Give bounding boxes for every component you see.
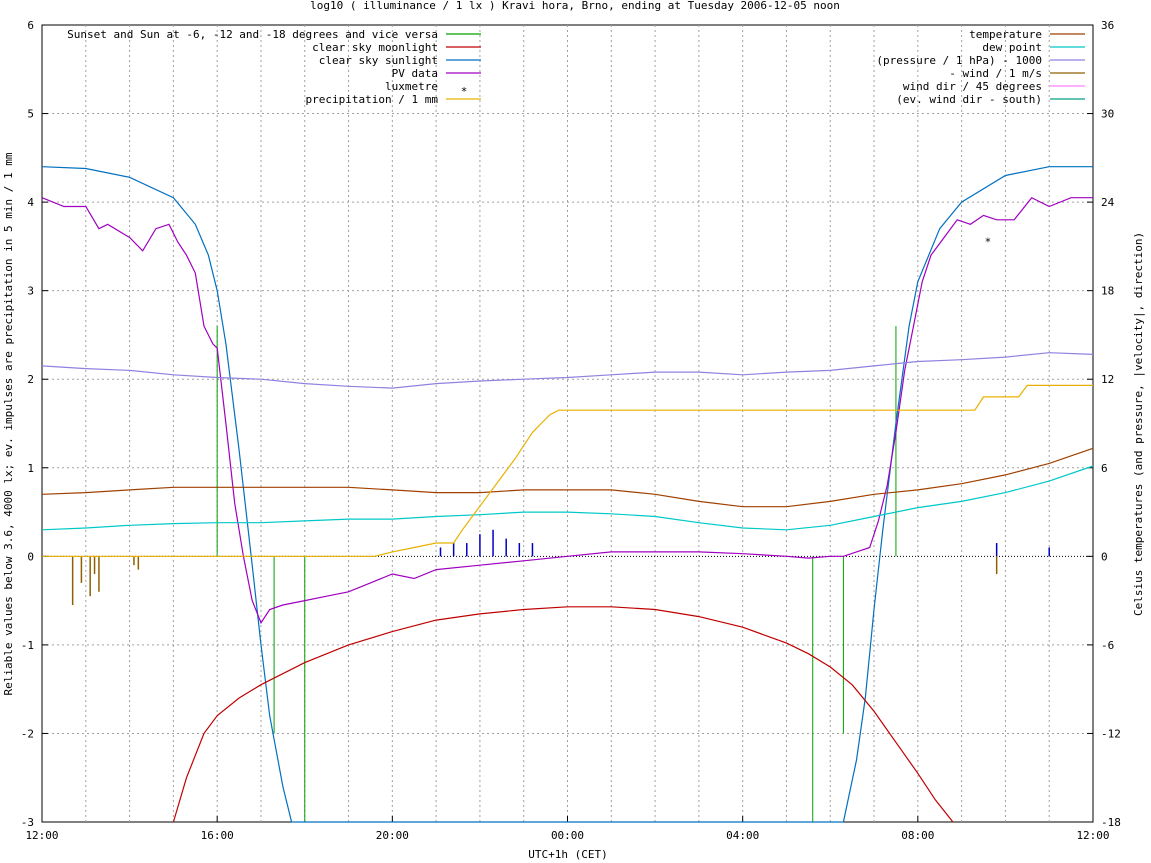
luxmetre-points: * (985, 236, 992, 249)
y2-tick-label: 30 (1101, 108, 1114, 121)
legend-label: - wind / 1 m/s (949, 67, 1042, 80)
y2-tick-label: 18 (1101, 285, 1114, 298)
y2-tick-label: -6 (1101, 639, 1114, 652)
y2-tick-label: 0 (1101, 550, 1108, 563)
y2-tick-label: 6 (1101, 462, 1108, 475)
x-tick-label: 08:00 (901, 829, 934, 842)
axis-ticks: 12:00 16:00 20:00 00:00 04:00 08:00 12:00-3-2-… (21, 19, 1121, 842)
y-tick-label: 4 (27, 196, 34, 209)
series-line-clear-sky-moonlight (172, 606, 954, 823)
luxmetre-point: * (985, 236, 992, 249)
y-tick-label: -3 (21, 816, 34, 829)
legend-label: (ev. wind dir - south) (896, 93, 1042, 106)
legend-label: wind dir / 45 degrees (903, 80, 1042, 93)
y2-axis-label: Celsius temperatures (and pressure, |vel… (1132, 232, 1145, 616)
legend: Sunset and Sun at -6, -12 and -18 degree… (67, 28, 1085, 106)
x-tick-label: 16:00 (201, 829, 234, 842)
y2-tick-label: 36 (1101, 19, 1114, 32)
x-tick-label: 12:00 (25, 829, 58, 842)
y2-tick-label: 24 (1101, 196, 1115, 209)
legend-label: dew point (982, 41, 1042, 54)
y-tick-label: 1 (27, 462, 34, 475)
series-line-precipitation-1-mm (42, 384, 1093, 557)
legend-marker: * (461, 85, 468, 98)
y-tick-label: -1 (21, 639, 34, 652)
y-tick-label: 0 (27, 550, 34, 563)
chart-title: log10 ( illuminance / 1 lx ) Kravi hora,… (310, 0, 840, 12)
series-line-dew-point (41, 465, 1094, 531)
series-line-temperature (41, 447, 1094, 508)
series-line-pv-data (41, 196, 1093, 625)
series-line-pressure-1-hpa-1000 (41, 352, 1094, 389)
x-tick-label: 04:00 (726, 829, 759, 842)
x-tick-label: 12:00 (1076, 829, 1109, 842)
y-tick-label: 6 (27, 19, 34, 32)
y2-tick-label: 12 (1101, 373, 1114, 386)
legend-label: luxmetre (385, 80, 438, 93)
legend-label: clear sky moonlight (312, 41, 438, 54)
legend-label: (pressure / 1 hPa) - 1000 (876, 54, 1042, 67)
series-lines (41, 166, 1094, 823)
x-tick-label: 00:00 (551, 829, 584, 842)
x-tick-label: 20:00 (376, 829, 409, 842)
y-tick-label: 2 (27, 373, 34, 386)
y-tick-label: 5 (27, 108, 34, 121)
legend-label: PV data (392, 67, 438, 80)
y2-tick-label: -18 (1101, 816, 1121, 829)
legend-label: clear sky sunlight (319, 54, 438, 67)
legend-label: Sunset and Sun at -6, -12 and -18 degree… (67, 28, 438, 41)
y-axis-label: Reliable values below 3.6, 4000 lx; ev. … (2, 152, 15, 695)
series-line-clear-sky-sunlight (41, 166, 1093, 823)
legend-label: temperature (969, 28, 1042, 41)
chart-title-group: log10 ( illuminance / 1 lx ) Kravi hora,… (310, 0, 840, 12)
x-axis-label: UTC+1h (CET) (528, 848, 607, 861)
y2-tick-label: -12 (1101, 727, 1121, 740)
y-tick-label: 3 (27, 285, 34, 298)
legend-label: precipitation / 1 mm (306, 93, 439, 106)
plot-frame (41, 24, 1094, 823)
impulse-marks (71, 326, 1050, 822)
y-tick-label: -2 (21, 727, 34, 740)
